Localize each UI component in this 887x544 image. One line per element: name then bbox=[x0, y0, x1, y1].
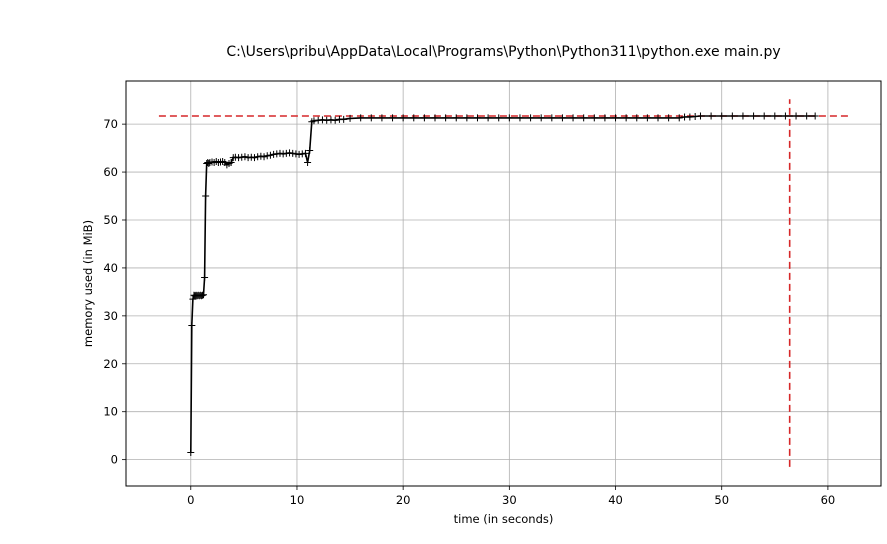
data-point-marker bbox=[346, 114, 354, 122]
data-point-marker bbox=[306, 146, 314, 154]
series-layer bbox=[187, 112, 819, 456]
data-point-marker bbox=[250, 154, 258, 162]
data-point-marker bbox=[304, 158, 312, 166]
data-point-marker bbox=[200, 291, 208, 299]
data-point-marker bbox=[633, 114, 641, 122]
data-point-marker bbox=[260, 153, 268, 161]
x-axis-label: time (in seconds) bbox=[454, 512, 554, 526]
data-point-marker bbox=[718, 112, 726, 120]
data-point-marker bbox=[527, 114, 535, 122]
data-point-marker bbox=[205, 159, 213, 167]
data-point-marker bbox=[728, 112, 736, 120]
x-tick-label: 0 bbox=[187, 493, 194, 507]
data-point-marker bbox=[227, 158, 235, 166]
data-point-marker bbox=[473, 114, 481, 122]
y-tick-label: 20 bbox=[103, 357, 118, 371]
data-point-marker bbox=[452, 114, 460, 122]
data-point-marker bbox=[410, 114, 418, 122]
x-tick-label: 60 bbox=[821, 493, 836, 507]
tick-layer: 0 10 20 30 40 50 60 0 10 20 30 40 50 60 70 bbox=[103, 117, 835, 507]
y-tick-label: 0 bbox=[111, 453, 118, 467]
data-point-marker bbox=[665, 114, 673, 122]
data-point-marker bbox=[399, 114, 407, 122]
data-point-marker bbox=[696, 112, 704, 120]
data-point-marker bbox=[202, 192, 210, 200]
data-point-marker bbox=[654, 114, 662, 122]
data-point-marker bbox=[707, 112, 715, 120]
grid-layer bbox=[126, 81, 881, 486]
data-point-marker bbox=[580, 114, 588, 122]
data-point-marker bbox=[750, 112, 758, 120]
chart-title: C:\Users\pribu\AppData\Local\Programs\Py… bbox=[226, 44, 780, 60]
y-axis-label: memory used (in MiB) bbox=[81, 220, 95, 347]
data-point-marker bbox=[301, 149, 309, 157]
data-point-marker bbox=[516, 114, 524, 122]
y-tick-label: 40 bbox=[103, 261, 118, 275]
data-point-marker bbox=[431, 114, 439, 122]
plot-frame bbox=[125, 80, 882, 487]
data-point-marker bbox=[548, 114, 556, 122]
x-tick-label: 10 bbox=[290, 493, 305, 507]
data-point-marker bbox=[760, 112, 768, 120]
data-point-marker bbox=[484, 114, 492, 122]
data-point-marker bbox=[675, 114, 683, 122]
data-point-marker bbox=[188, 321, 196, 329]
x-tick-label: 40 bbox=[608, 493, 623, 507]
data-point-marker bbox=[241, 153, 249, 161]
y-tick-label: 30 bbox=[103, 309, 118, 323]
x-tick-label: 50 bbox=[714, 493, 729, 507]
data-point-marker bbox=[558, 114, 566, 122]
data-point-marker bbox=[187, 448, 195, 456]
data-point-marker bbox=[266, 151, 274, 159]
data-point-marker bbox=[389, 114, 397, 122]
x-tick-label: 20 bbox=[396, 493, 411, 507]
x-tick-label: 30 bbox=[502, 493, 517, 507]
data-point-marker bbox=[792, 112, 800, 120]
y-tick-label: 60 bbox=[103, 165, 118, 179]
data-point-marker bbox=[622, 114, 630, 122]
data-point-marker bbox=[201, 274, 209, 282]
data-point-marker bbox=[739, 112, 747, 120]
data-point-marker bbox=[331, 116, 339, 124]
y-tick-label: 50 bbox=[103, 213, 118, 227]
data-point-marker bbox=[367, 114, 375, 122]
data-point-marker bbox=[590, 114, 598, 122]
data-point-marker bbox=[505, 114, 513, 122]
data-point-marker bbox=[495, 114, 503, 122]
data-point-marker bbox=[442, 114, 450, 122]
data-point-marker bbox=[378, 114, 386, 122]
data-point-marker bbox=[643, 114, 651, 122]
data-point-marker bbox=[537, 114, 545, 122]
data-point-marker bbox=[771, 112, 779, 120]
data-point-marker bbox=[601, 114, 609, 122]
data-point-marker bbox=[569, 114, 577, 122]
data-point-marker bbox=[811, 112, 819, 120]
data-point-marker bbox=[420, 114, 428, 122]
data-point-marker bbox=[357, 114, 365, 122]
data-point-marker bbox=[463, 114, 471, 122]
y-tick-label: 70 bbox=[103, 117, 118, 131]
data-point-marker bbox=[781, 112, 789, 120]
data-point-marker bbox=[612, 114, 620, 122]
data-point-marker bbox=[803, 112, 811, 120]
data-point-marker bbox=[340, 115, 348, 123]
y-tick-label: 10 bbox=[103, 405, 118, 419]
